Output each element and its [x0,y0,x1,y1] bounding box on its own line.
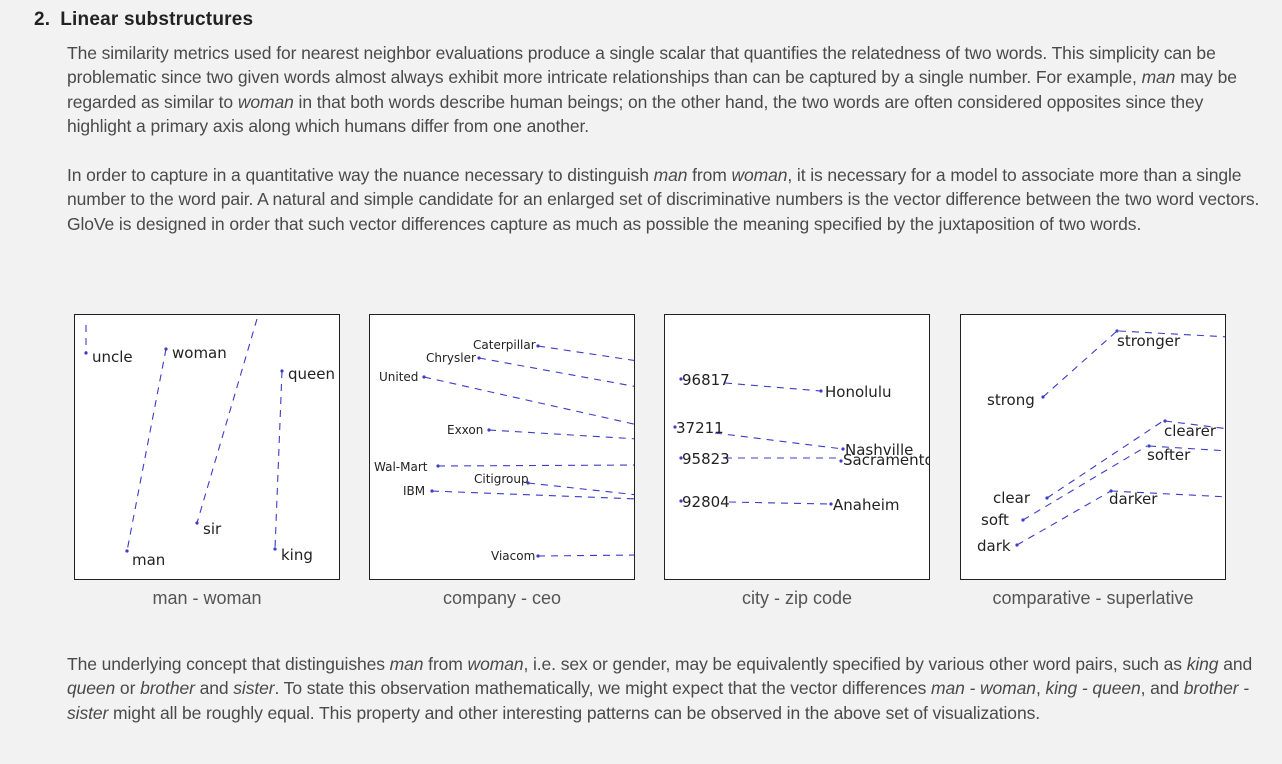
figure-man-woman-plot: uncle woman queen sir man king [84,318,335,569]
word-uncle: uncle [92,348,133,366]
section-number: 2. [34,9,51,30]
word-stronger: stronger [1117,332,1181,350]
italic-term: man [653,165,688,185]
word-united: United [379,370,418,384]
word-darker: darker [1109,490,1158,508]
word-citigroup: Citigroup [474,472,529,486]
italic-term: woman [731,165,788,185]
word-92804: 92804 [682,493,730,511]
word-anaheim: Anaheim [833,496,899,514]
word-exxon: Exxon [447,423,483,437]
word-dark: dark [977,537,1011,555]
word-clearer: clearer [1164,422,1217,440]
word-strong: strong [987,391,1035,409]
word-softer: softer [1147,446,1191,464]
italic-term: man [1141,67,1176,88]
word-queen: queen [288,365,335,383]
figure-comparative-superlative: stronger strong clearer softer clear dar… [960,314,1226,580]
italic-term: man - woman [931,678,1036,699]
word-95823: 95823 [682,450,730,468]
figure-comparative-superlative-plot: stronger strong clearer softer clear dar… [977,329,1225,555]
figure-city-zip-plot: 96817 Honolulu 37211 Nashville 95823 Sac… [673,371,929,514]
italic-term: king - queen [1045,678,1141,699]
paragraph-conclusion: The underlying concept that distinguishe… [67,654,1253,723]
italic-term: woman [237,91,294,112]
word-sacramento: Sacramento [843,451,929,469]
caption-company-ceo: company - ceo [442,588,562,608]
italic-term: woman [467,654,524,674]
italic-term: man [389,654,424,674]
word-woman: woman [172,344,227,362]
word-37211: 37211 [676,419,724,437]
figure-company-ceo: Caterpillar Chrysler United Exxon Wal-Ma… [369,314,635,580]
caption-man-woman: man - woman [152,588,262,608]
word-96817: 96817 [682,371,730,389]
word-honolulu: Honolulu [825,383,892,401]
paragraph-intro: The similarity metrics used for nearest … [67,43,1237,136]
section-heading: 2. Linear substructures [34,9,253,31]
figure-company-ceo-plot: Caterpillar Chrysler United Exxon Wal-Ma… [374,338,634,563]
italic-term: brother [140,678,195,699]
word-man: man [132,551,165,569]
italic-term: brother - sister [67,678,1250,723]
figure-city-zip: 96817 Honolulu 37211 Nashville 95823 Sac… [664,314,930,580]
paragraph-vector-difference: In order to capture in a quantitative wa… [67,165,1260,234]
italic-term: sister [233,678,275,699]
word-clear: clear [993,489,1031,507]
word-chrysler: Chrysler [426,351,476,365]
word-wal-mart: Wal-Mart [374,460,428,474]
word-nashville: Nashville [845,441,913,459]
word-viacom: Viacom [491,549,535,563]
caption-city-zip: city - zip code [741,588,853,608]
italic-term: king [1186,654,1219,674]
word-ibm: IBM [403,484,425,498]
caption-comparative-superlative: comparative - superlative [992,588,1194,608]
word-sir: sir [203,520,222,538]
word-king: king [281,546,313,564]
section-title: Linear substructures [60,9,254,30]
figure-man-woman: uncle woman queen sir man king [74,314,340,580]
word-caterpillar: Caterpillar [473,338,536,352]
italic-term: queen [67,678,116,699]
word-soft: soft [981,511,1009,529]
